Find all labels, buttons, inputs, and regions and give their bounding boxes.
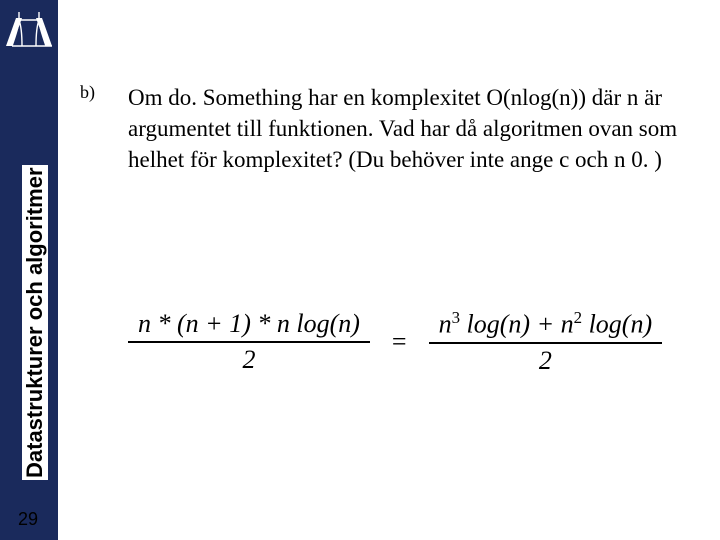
formula-right-numerator: n3 log(n) + n2 log(n) xyxy=(429,306,663,342)
formula-right-denominator: 2 xyxy=(529,344,562,378)
formula-left-numerator: n * (n + 1) * n log(n) xyxy=(128,307,370,341)
formula-left-fraction: n * (n + 1) * n log(n) 2 xyxy=(128,307,370,377)
item-label: b) xyxy=(80,82,95,103)
sidebar-title: Datastrukturer och algoritmer xyxy=(22,165,48,480)
item-body-text: Om do. Something har en komplexitet O(nl… xyxy=(128,82,700,175)
formula-right-fraction: n3 log(n) + n2 log(n) 2 xyxy=(429,306,663,378)
formula: n * (n + 1) * n log(n) 2 = n3 log(n) + n… xyxy=(128,292,690,392)
page-number: 29 xyxy=(18,509,38,530)
formula-left-denominator: 2 xyxy=(232,343,265,377)
equals-sign: = xyxy=(388,327,411,357)
university-logo-icon xyxy=(4,6,54,56)
